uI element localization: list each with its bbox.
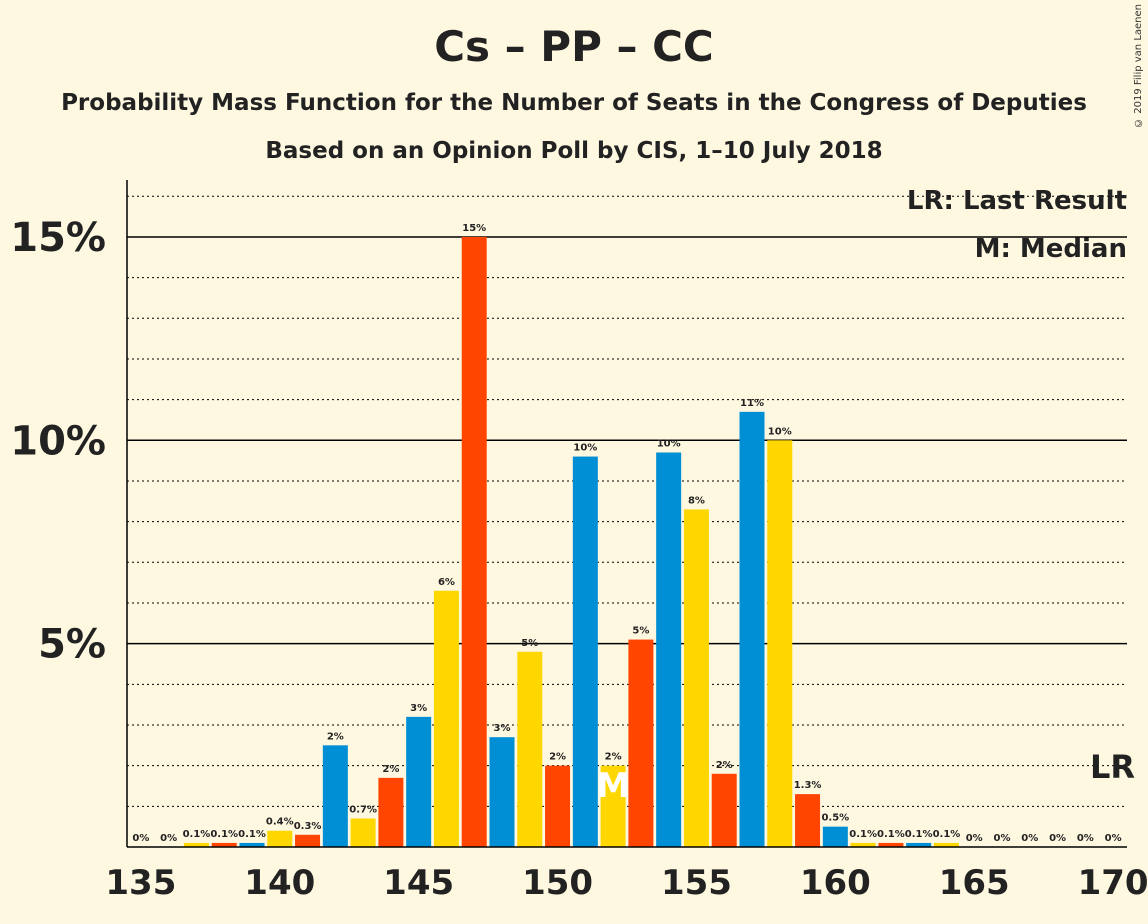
bar-value-label: 0.5% bbox=[821, 813, 849, 824]
bar-157 bbox=[739, 411, 765, 847]
bar-value-label: 0% bbox=[994, 833, 1011, 844]
x-tick-label: 170 bbox=[1078, 863, 1148, 903]
bar-value-label: 3% bbox=[494, 723, 511, 734]
bar-value-label: 5% bbox=[521, 638, 538, 649]
bar-147 bbox=[461, 236, 487, 847]
bar-155 bbox=[683, 509, 709, 847]
bar-137 bbox=[183, 842, 209, 847]
bar-value-label: 0.1% bbox=[849, 829, 877, 840]
x-tick-label: 135 bbox=[105, 863, 176, 903]
bar-value-label: 0% bbox=[132, 833, 149, 844]
chart-title: Cs – PP – CC bbox=[434, 22, 714, 71]
bar-value-label: 0% bbox=[1021, 833, 1038, 844]
legend-last-result: LR: Last Result bbox=[907, 186, 1127, 216]
bar-value-label: 3% bbox=[410, 703, 427, 714]
bar-138 bbox=[211, 842, 237, 847]
bar-value-label: 5% bbox=[632, 626, 649, 637]
bar-154 bbox=[656, 452, 682, 847]
bar-value-label: 11% bbox=[740, 398, 764, 409]
legend-median: M: Median bbox=[975, 234, 1127, 264]
last-result-marker: LR bbox=[1090, 748, 1135, 786]
bar-value-label: 0% bbox=[966, 833, 983, 844]
bar-164 bbox=[933, 842, 959, 847]
x-tick-label: 155 bbox=[661, 863, 732, 903]
bar-value-label: 0.1% bbox=[238, 829, 266, 840]
bar-163 bbox=[906, 842, 932, 847]
y-tick-label: 5% bbox=[38, 622, 106, 668]
bar-148 bbox=[489, 737, 515, 847]
bar-value-label: 0% bbox=[1105, 833, 1122, 844]
bar-value-label: 0% bbox=[1049, 833, 1066, 844]
x-tick-label: 140 bbox=[244, 863, 315, 903]
bar-144 bbox=[378, 777, 404, 847]
bar-146 bbox=[433, 590, 459, 847]
bar-value-label: 10% bbox=[657, 438, 681, 449]
bar-value-label: 8% bbox=[688, 495, 705, 506]
bar-value-label: 0.3% bbox=[294, 821, 322, 832]
bar-value-label: 1.3% bbox=[794, 780, 822, 791]
bar-162 bbox=[878, 842, 904, 847]
bar-142 bbox=[322, 745, 348, 847]
bar-151 bbox=[572, 456, 598, 847]
x-tick-label: 150 bbox=[522, 863, 593, 903]
median-marker: M bbox=[596, 766, 630, 806]
bar-value-label: 15% bbox=[462, 223, 486, 234]
bar-value-label: 2% bbox=[382, 764, 399, 775]
bar-value-label: 0% bbox=[1077, 833, 1094, 844]
bar-value-label: 0.1% bbox=[183, 829, 211, 840]
bar-value-label: 0.1% bbox=[210, 829, 238, 840]
bar-value-label: 0.1% bbox=[905, 829, 933, 840]
bar-value-label: 0.1% bbox=[877, 829, 905, 840]
bar-value-label: 2% bbox=[605, 752, 622, 763]
x-tick-label: 165 bbox=[939, 863, 1010, 903]
bar-152 bbox=[600, 765, 626, 847]
bar-value-label: 10% bbox=[768, 426, 792, 437]
y-tick-label: 15% bbox=[10, 215, 106, 261]
bar-158 bbox=[767, 440, 793, 847]
bar-value-label: 0.4% bbox=[266, 817, 294, 828]
bar-143 bbox=[350, 818, 376, 847]
bar-value-label: 0.1% bbox=[933, 829, 961, 840]
bar-145 bbox=[406, 716, 432, 847]
bar-149 bbox=[517, 651, 543, 847]
bar-150 bbox=[545, 765, 571, 847]
bar-value-label: 2% bbox=[716, 760, 733, 771]
x-tick-label: 160 bbox=[800, 863, 871, 903]
bar-159 bbox=[795, 794, 821, 847]
bar-value-label: 0.7% bbox=[349, 805, 377, 816]
bar-141 bbox=[295, 834, 321, 847]
chart-subtitle: Probability Mass Function for the Number… bbox=[61, 90, 1087, 116]
bar-156 bbox=[711, 773, 737, 847]
bar-161 bbox=[850, 842, 876, 847]
bar-160 bbox=[822, 826, 848, 847]
bar-140 bbox=[267, 830, 293, 847]
bar-value-label: 10% bbox=[573, 443, 597, 454]
bar-139 bbox=[239, 842, 265, 847]
y-tick-label: 10% bbox=[10, 418, 106, 464]
bar-153 bbox=[628, 639, 654, 847]
bar-value-label: 6% bbox=[438, 577, 455, 588]
bar-value-label: 2% bbox=[549, 752, 566, 763]
bar-value-label: 2% bbox=[327, 731, 344, 742]
bar-value-label: 0% bbox=[160, 833, 177, 844]
x-tick-label: 145 bbox=[383, 863, 454, 903]
chart-subtitle-poll: Based on an Opinion Poll by CIS, 1–10 Ju… bbox=[265, 138, 883, 164]
